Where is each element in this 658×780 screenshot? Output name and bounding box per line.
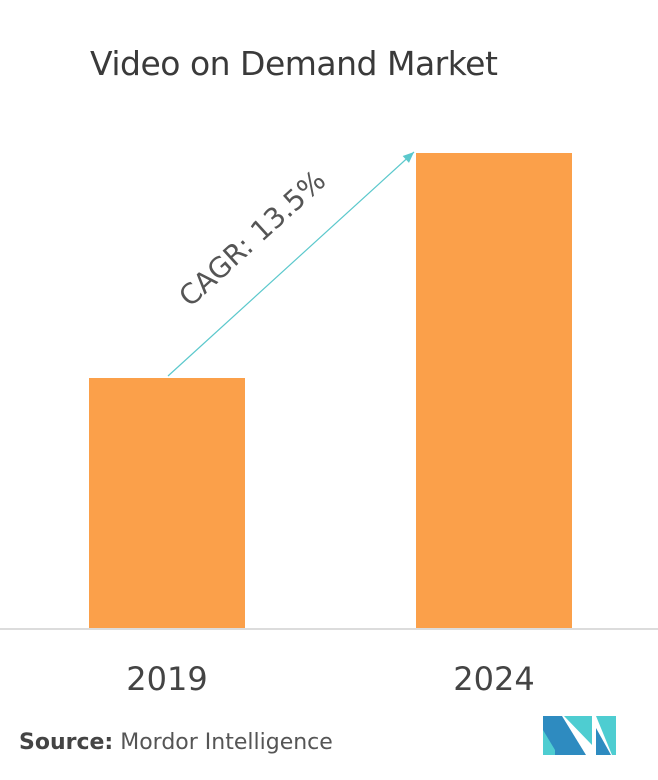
logo-shape (596, 728, 611, 755)
bar-2019 (89, 378, 245, 628)
source-label: Source: (19, 730, 114, 755)
chart-title: Video on Demand Market (90, 44, 498, 83)
logo-shape (596, 716, 616, 755)
bar-2024 (416, 153, 572, 628)
logo-shape (543, 730, 555, 755)
logo-shape (543, 716, 586, 755)
cagr-annotation: CAGR: 13.5% (172, 164, 332, 313)
cagr-arrow-head (402, 152, 414, 163)
cagr-arrow-line (167, 151, 415, 377)
source-note: Source: Mordor Intelligence (19, 730, 333, 755)
logo-shape (564, 716, 592, 745)
source-text: Mordor Intelligence (120, 730, 333, 755)
x-tick-label: 2024 (453, 660, 534, 698)
x-tick-label: 2019 (126, 660, 207, 698)
